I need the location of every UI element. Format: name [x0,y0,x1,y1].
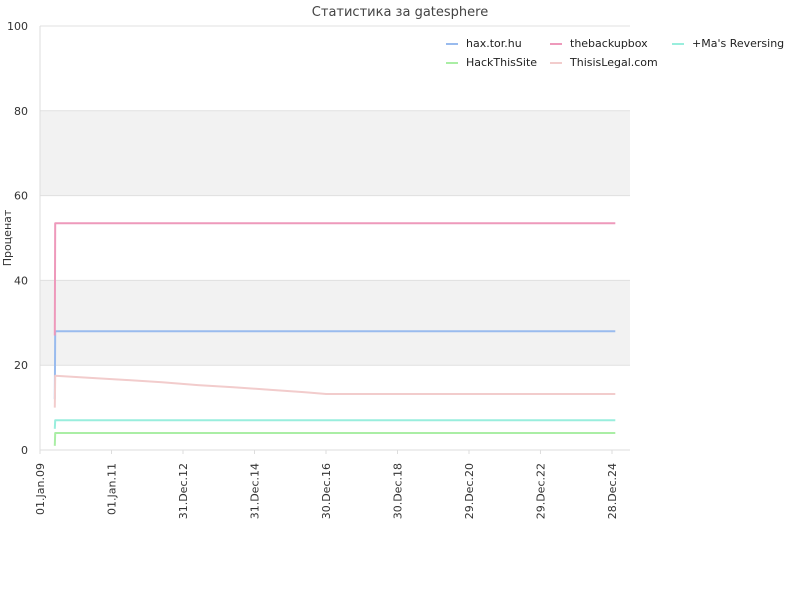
legend-label: ThisisLegal.com [569,56,658,69]
x-tick-label: 29.Dec.22 [534,463,547,519]
legend-label: HackThisSite [466,56,537,69]
y-tick-label: 40 [14,274,28,287]
x-tick-label: 01.Jan.11 [105,463,118,515]
grid-band [40,280,630,366]
legend-label: hax.tor.hu [466,37,522,50]
series-layer [53,222,616,446]
y-tick-labels: 0 20 40 60 80 100 [7,20,28,457]
grid-band [40,110,630,196]
y-tick-label: 20 [14,359,28,372]
x-tick-label: 31.Dec.12 [177,463,190,519]
chart-title: Статистика за gatesphere [312,5,488,20]
x-tick-label: 30.Dec.16 [320,463,333,519]
series-line [53,374,616,408]
x-tick-label: 01.Jan.09 [34,463,47,515]
legend-label: thebackupbox [570,37,648,50]
y-tick-label: 100 [7,20,28,33]
gridlines [40,25,630,451]
x-tick-label: 30.Dec.18 [391,463,404,519]
x-tick-label: 31.Dec.14 [248,463,261,519]
y-axis-label: Проценат [1,209,14,266]
y-tick-label: 60 [14,190,28,203]
y-tick-label: 0 [21,444,28,457]
series-line [53,432,616,446]
x-tick-label: 28.Dec.24 [606,463,619,519]
legend: hax.tor.hu thebackupbox +Ma's Reversing Hac… [446,37,784,69]
series-line [53,419,616,429]
y-tick-label: 80 [14,105,28,118]
x-tick-labels: 01.Jan.09 01.Jan.11 31.Dec.12 31.Dec.14 30.D… [34,450,619,519]
grid-bands [40,110,630,366]
x-tick-label: 29.Dec.20 [463,463,476,519]
series-line [53,222,616,336]
axes [39,26,630,451]
legend-label: +Ma's Reversing [692,37,784,50]
